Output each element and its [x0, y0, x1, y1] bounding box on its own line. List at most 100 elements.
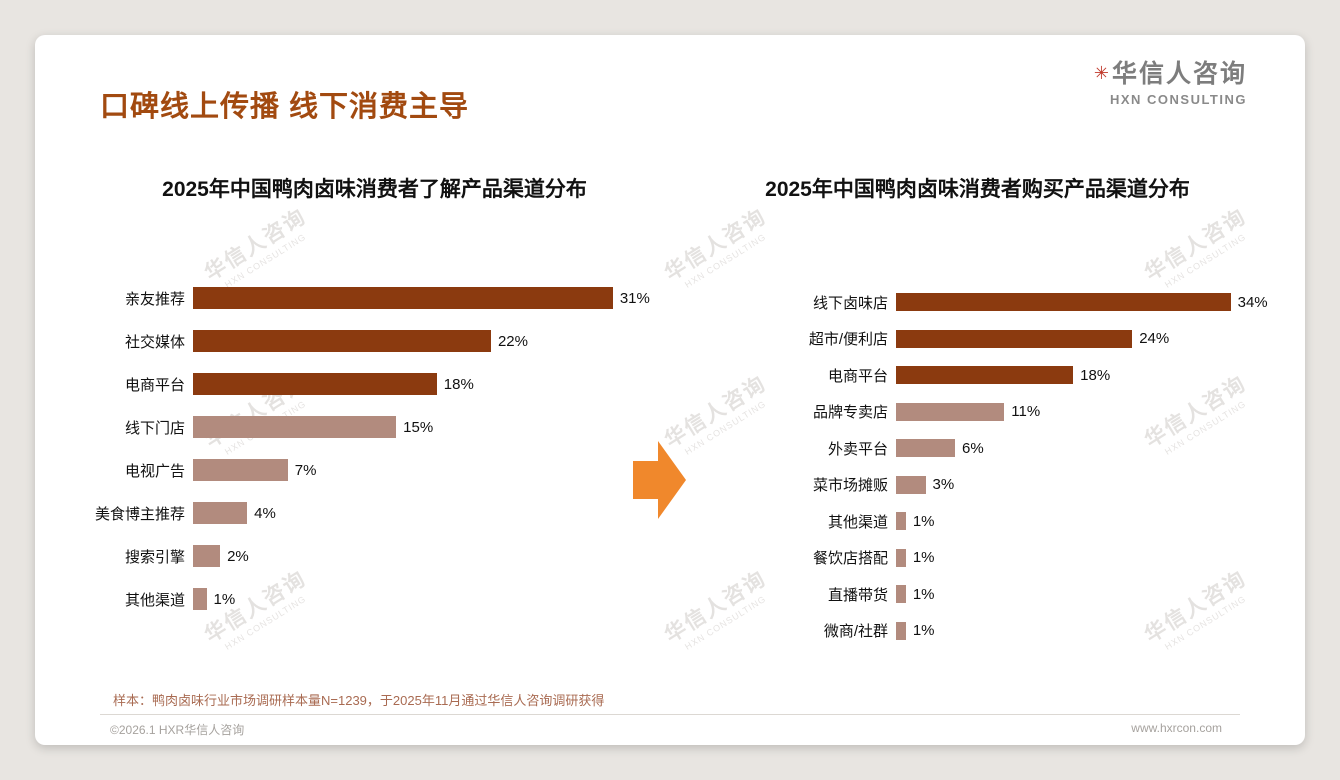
- bar-row: 电视广告 7%: [82, 459, 667, 481]
- footer: ©2026.1 HXR华信人咨询 www.hxrcon.com: [110, 721, 1222, 738]
- value-label: 22%: [497, 332, 528, 350]
- category-label: 线下门店: [124, 419, 185, 437]
- value-label: 34%: [1237, 293, 1268, 311]
- bar-row: 电商平台 18%: [82, 373, 667, 395]
- page-title: 口碑线上传播 线下消费主导: [100, 91, 470, 123]
- value-label: 2%: [227, 547, 249, 565]
- bar: [193, 416, 397, 438]
- value-label: 6%: [962, 439, 984, 457]
- bar: [896, 585, 906, 603]
- bar-row: 搜索引擎 2%: [82, 545, 667, 567]
- bar-row: 线下门店 15%: [82, 416, 667, 438]
- logo-text-cn: 华信人咨询: [1111, 60, 1247, 88]
- category-label: 线下卤味店: [812, 294, 888, 312]
- bar-track: 15%: [193, 416, 667, 438]
- sample-note: 样本：鸭肉卤味行业市场调研样本量N=1239，于2025年11月通过华信人咨询调…: [113, 693, 605, 708]
- bar: [896, 621, 906, 640]
- bar-track: 22%: [193, 330, 667, 352]
- category-label: 微商/社群: [823, 623, 888, 640]
- bar: [896, 439, 956, 457]
- website-text: www.hxrcon.com: [1131, 721, 1222, 735]
- category-label: 外卖平台: [827, 440, 888, 458]
- bar-row: 其他渠道 1%: [82, 588, 667, 610]
- bar: [193, 330, 491, 352]
- bar-track: 1%: [193, 588, 667, 610]
- bar-track: 1%: [896, 585, 1270, 603]
- bar-chart-purchase: 线下卤味店 34% 超市/便利店 24% 电商平台 18% 品牌专卖店 11% 外卖平台 6% 菜市…: [685, 293, 1270, 658]
- bar: [193, 545, 221, 567]
- chart-title-purchase: 2025年中国鸭肉卤味消费者购买产品渠道分布: [765, 178, 1190, 201]
- slide-card: 华信人咨询 HXN CONSULTING 华信人咨询 HXN CONSULTING 华信…: [35, 35, 1305, 745]
- value-label: 1%: [912, 585, 935, 603]
- copyright-text: ©2026.1 HXR华信人咨询: [110, 723, 245, 737]
- value-label: 1%: [912, 622, 935, 639]
- bar-row: 电商平台 18%: [685, 366, 1270, 385]
- bar: [896, 512, 906, 530]
- value-label: 1%: [213, 590, 236, 608]
- value-label: 18%: [443, 375, 474, 393]
- value-label: 24%: [1139, 330, 1170, 347]
- value-label: 3%: [932, 476, 955, 493]
- bar-track: 7%: [193, 459, 667, 481]
- bar-row: 菜市场摊贩 3%: [685, 475, 1270, 494]
- bar-row: 超市/便利店 24%: [685, 329, 1270, 348]
- value-label: 4%: [254, 504, 276, 522]
- category-label: 其他渠道: [827, 513, 888, 531]
- category-label: 搜索引擎: [124, 548, 185, 566]
- category-label: 电商平台: [124, 376, 185, 394]
- bar-chart-awareness: 亲友推荐 31% 社交媒体 22% 电商平台 18% 线下门店 15% 电视广告 7% 美食博主推荐…: [82, 287, 667, 631]
- arrow-right-icon: [633, 441, 686, 519]
- category-label: 餐饮店搭配: [812, 550, 888, 567]
- bar-track: 4%: [193, 502, 667, 524]
- category-label: 超市/便利店: [808, 331, 888, 348]
- category-label: 直播带货: [827, 586, 888, 604]
- category-label: 社交媒体: [124, 333, 185, 351]
- bar-row: 美食博主推荐 4%: [82, 502, 667, 524]
- bar: [193, 502, 248, 524]
- bar-row: 其他渠道 1%: [685, 512, 1270, 531]
- bar-row: 社交媒体 22%: [82, 330, 667, 352]
- bar-track: 31%: [193, 287, 667, 309]
- category-label: 亲友推荐: [124, 290, 185, 308]
- bar-row: 品牌专卖店 11%: [685, 402, 1270, 421]
- bar-row: 微商/社群 1%: [685, 621, 1270, 640]
- bar: [193, 373, 437, 395]
- bar-row: 直播带货 1%: [685, 585, 1270, 604]
- brand-logo: ✳ 华信人咨询 HXN CONSULTING: [1094, 60, 1247, 107]
- category-label: 美食博主推荐: [94, 505, 185, 523]
- bar-row: 亲友推荐 31%: [82, 287, 667, 309]
- bar: [896, 402, 1005, 421]
- category-label: 品牌专卖店: [812, 404, 888, 421]
- bar: [896, 548, 906, 567]
- bar-track: 34%: [896, 293, 1270, 311]
- bar-row: 外卖平台 6%: [685, 439, 1270, 458]
- bar-track: 2%: [193, 545, 667, 567]
- bar-track: 11%: [896, 402, 1270, 421]
- bar-row: 餐饮店搭配 1%: [685, 548, 1270, 567]
- logo-text-en: HXN CONSULTING: [1109, 91, 1247, 107]
- chart-title-awareness: 2025年中国鸭肉卤味消费者了解产品渠道分布: [162, 178, 587, 201]
- value-label: 7%: [294, 461, 317, 479]
- bar-track: 1%: [896, 621, 1270, 640]
- logo-row: ✳ 华信人咨询: [1094, 60, 1247, 89]
- bar: [896, 475, 926, 494]
- bar: [896, 329, 1133, 348]
- value-label: 15%: [403, 418, 434, 436]
- bar-track: 24%: [896, 329, 1270, 348]
- category-label: 菜市场摊贩: [812, 477, 888, 494]
- bar-track: 1%: [896, 548, 1270, 567]
- bar: [193, 287, 613, 309]
- bar-track: 6%: [896, 439, 1270, 457]
- value-label: 1%: [912, 549, 935, 566]
- bar-track: 18%: [193, 373, 667, 395]
- category-label: 电商平台: [827, 367, 888, 385]
- bar: [896, 293, 1231, 311]
- bar-track: 18%: [896, 366, 1270, 384]
- category-label: 电视广告: [124, 462, 185, 480]
- bar-track: 1%: [896, 512, 1270, 530]
- footer-divider: [100, 714, 1240, 715]
- value-label: 18%: [1080, 366, 1111, 384]
- bar: [896, 366, 1074, 384]
- value-label: 31%: [619, 289, 650, 307]
- slide-content: 口碑线上传播 线下消费主导 ✳ 华信人咨询 HXN CONSULTING 202…: [35, 35, 1305, 745]
